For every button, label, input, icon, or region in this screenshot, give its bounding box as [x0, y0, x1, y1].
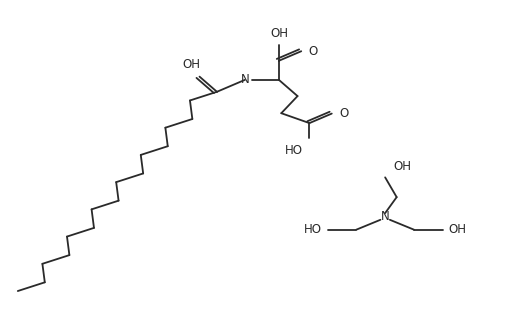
- Text: O: O: [339, 107, 348, 120]
- Text: HO: HO: [304, 223, 322, 236]
- Text: OH: OH: [448, 223, 466, 236]
- Text: O: O: [309, 45, 318, 58]
- Text: N: N: [381, 211, 389, 223]
- Text: OH: OH: [394, 160, 411, 173]
- Text: HO: HO: [285, 144, 303, 157]
- Text: OH: OH: [270, 27, 288, 40]
- Text: N: N: [241, 73, 249, 86]
- Text: OH: OH: [182, 58, 200, 71]
